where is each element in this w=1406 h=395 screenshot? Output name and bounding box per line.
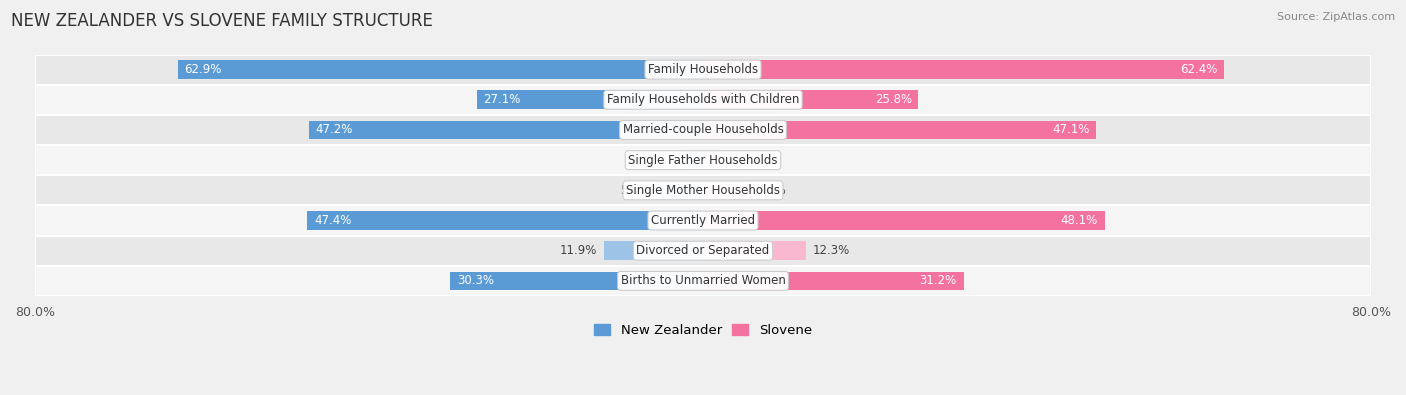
Bar: [177, 60, 703, 79]
Bar: [603, 241, 703, 260]
Bar: [703, 151, 721, 169]
Bar: [703, 211, 1105, 230]
Bar: [35, 205, 1371, 235]
Text: 2.2%: 2.2%: [728, 154, 758, 167]
Text: 2.1%: 2.1%: [650, 154, 679, 167]
Bar: [35, 55, 1371, 85]
Text: 5.6%: 5.6%: [620, 184, 650, 197]
Text: Source: ZipAtlas.com: Source: ZipAtlas.com: [1277, 12, 1395, 22]
Bar: [35, 235, 1371, 266]
Text: 48.1%: 48.1%: [1060, 214, 1098, 227]
Bar: [686, 151, 703, 169]
Bar: [703, 181, 749, 200]
Bar: [35, 115, 1371, 145]
Bar: [703, 241, 806, 260]
Text: 47.1%: 47.1%: [1052, 124, 1090, 136]
Bar: [703, 60, 1225, 79]
Text: 5.6%: 5.6%: [756, 184, 786, 197]
Bar: [477, 90, 703, 109]
Text: 31.2%: 31.2%: [920, 275, 957, 288]
Text: 12.3%: 12.3%: [813, 244, 849, 257]
Bar: [307, 211, 703, 230]
Bar: [703, 120, 1097, 139]
Text: 62.9%: 62.9%: [184, 63, 222, 76]
Text: 47.4%: 47.4%: [314, 214, 352, 227]
Text: 27.1%: 27.1%: [484, 93, 520, 106]
Text: 47.2%: 47.2%: [315, 124, 353, 136]
Text: Single Mother Households: Single Mother Households: [626, 184, 780, 197]
Text: Currently Married: Currently Married: [651, 214, 755, 227]
Text: 11.9%: 11.9%: [560, 244, 598, 257]
Bar: [35, 175, 1371, 205]
Text: Divorced or Separated: Divorced or Separated: [637, 244, 769, 257]
Text: Single Father Households: Single Father Households: [628, 154, 778, 167]
Bar: [703, 271, 963, 290]
Bar: [35, 145, 1371, 175]
Text: 62.4%: 62.4%: [1180, 63, 1218, 76]
Text: 25.8%: 25.8%: [875, 93, 911, 106]
Text: Family Households: Family Households: [648, 63, 758, 76]
Text: 30.3%: 30.3%: [457, 275, 494, 288]
Text: NEW ZEALANDER VS SLOVENE FAMILY STRUCTURE: NEW ZEALANDER VS SLOVENE FAMILY STRUCTUR…: [11, 12, 433, 30]
Bar: [657, 181, 703, 200]
Bar: [703, 90, 918, 109]
Text: Family Households with Children: Family Households with Children: [607, 93, 799, 106]
Bar: [309, 120, 703, 139]
Text: Married-couple Households: Married-couple Households: [623, 124, 783, 136]
Bar: [35, 85, 1371, 115]
Text: Births to Unmarried Women: Births to Unmarried Women: [620, 275, 786, 288]
Legend: New Zealander, Slovene: New Zealander, Slovene: [589, 319, 817, 342]
Bar: [450, 271, 703, 290]
Bar: [35, 266, 1371, 296]
